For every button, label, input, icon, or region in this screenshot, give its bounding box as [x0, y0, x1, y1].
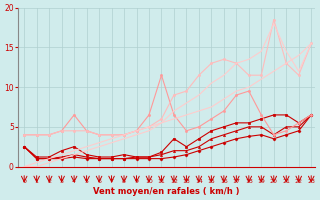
X-axis label: Vent moyen/en rafales ( km/h ): Vent moyen/en rafales ( km/h ) — [93, 187, 240, 196]
